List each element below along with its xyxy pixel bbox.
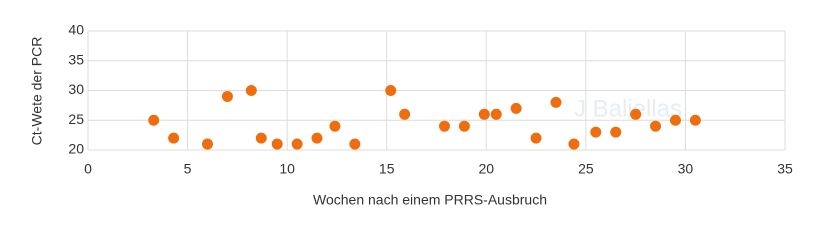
x-tick-label: 15 xyxy=(379,161,395,177)
point xyxy=(568,138,580,150)
point xyxy=(399,108,411,120)
y-tick-label: 30 xyxy=(68,81,84,97)
point xyxy=(630,108,642,120)
point xyxy=(458,120,470,132)
x-tick-label: 25 xyxy=(578,161,594,177)
x-tick-label: 0 xyxy=(84,161,92,177)
point xyxy=(311,132,323,144)
x-axis-label: Wochen nach einem PRRS-Ausbruch xyxy=(313,192,547,208)
y-tick-label: 25 xyxy=(68,111,84,127)
y-tick-label: 40 xyxy=(68,22,84,38)
point xyxy=(669,114,681,126)
x-tick-label: 20 xyxy=(478,161,494,177)
y-tick-label: 35 xyxy=(68,51,84,67)
point xyxy=(291,138,303,150)
point xyxy=(221,90,233,102)
point xyxy=(349,138,361,150)
point xyxy=(530,132,542,144)
point xyxy=(650,120,662,132)
point xyxy=(148,114,160,126)
x-tick-label: 5 xyxy=(184,161,192,177)
point xyxy=(689,114,701,126)
point xyxy=(255,132,267,144)
point xyxy=(550,96,562,108)
x-tick-label: 30 xyxy=(678,161,694,177)
point xyxy=(590,126,602,138)
y-tick-label: 20 xyxy=(68,141,84,157)
point xyxy=(490,108,502,120)
x-tick-label: 35 xyxy=(777,161,793,177)
point xyxy=(438,120,450,132)
point xyxy=(329,120,341,132)
point xyxy=(201,138,213,150)
point xyxy=(271,138,283,150)
point xyxy=(510,102,522,114)
point xyxy=(610,126,622,138)
point xyxy=(385,85,397,96)
point xyxy=(245,85,257,96)
y-axis-label: Ct-Wete der PCR xyxy=(29,37,45,146)
x-tick-label: 10 xyxy=(279,161,295,177)
point xyxy=(168,132,180,144)
watermark: J Baliellas xyxy=(574,95,682,122)
point xyxy=(478,108,490,120)
